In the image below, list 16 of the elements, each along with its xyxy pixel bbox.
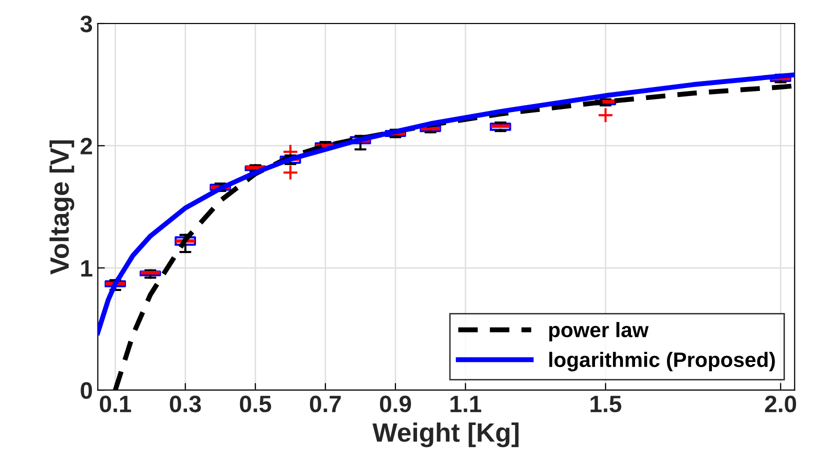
x-tick-label: 1.1 <box>450 396 482 412</box>
x-tick-label: 0.9 <box>380 396 411 412</box>
x-tick-label: 2.0 <box>765 396 796 412</box>
y-tick-label: 0 <box>80 382 92 399</box>
x-tick-label: 0.5 <box>240 396 272 412</box>
x-tick-label: 0.3 <box>170 396 201 412</box>
legend-label: power law <box>549 322 649 342</box>
x-axis-title: Weight [Kg] <box>372 422 519 448</box>
y-tick-label: 1 <box>81 260 92 276</box>
y-axis-title: Voltage [V] <box>50 140 74 275</box>
y-tick-label: 3 <box>80 16 92 32</box>
legend-label: logarithmic (Proposed) <box>549 352 775 372</box>
x-tick-label: 0.7 <box>310 396 341 412</box>
x-tick-label: 1.5 <box>590 396 622 412</box>
x-tick-label: 0.1 <box>100 396 132 412</box>
y-tick-label: 2 <box>80 138 92 154</box>
